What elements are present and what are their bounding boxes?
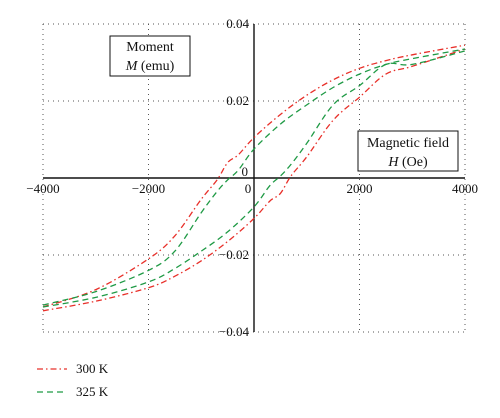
x-axis-label-unit: H (Oe) <box>387 155 428 170</box>
legend-label-300k: 300 K <box>76 361 109 376</box>
x-axis-label-box: Magnetic field H (Oe) <box>357 130 459 172</box>
x-tick-label: −2000 <box>132 181 165 196</box>
y-axis-label-title: Moment <box>126 40 174 55</box>
y-axis-label-box: Moment M (emu) <box>109 35 191 77</box>
x-tick-label: 2000 <box>347 181 373 196</box>
curve-300k-upper-branch <box>42 44 466 308</box>
curve-300k-lower-branch <box>42 48 466 312</box>
legend: 300 K 325 K <box>37 361 109 399</box>
x-tick-label: 4000 <box>452 181 478 196</box>
x-tick-label: 0 <box>245 181 252 196</box>
y-tick-label: −0.02 <box>219 247 249 262</box>
axes <box>43 24 465 332</box>
y-axis-label-unit: M (emu) <box>125 59 175 74</box>
y-tick-label: 0.04 <box>226 16 249 31</box>
y-tick-label: −0.04 <box>219 324 250 339</box>
y-tick-label: 0 <box>242 164 249 179</box>
x-axis-label-title: Magnetic field <box>367 136 449 151</box>
y-tick-label: 0.02 <box>226 93 249 108</box>
curve-325k-lower-branch <box>42 50 466 308</box>
tick-labels: −4000 −2000 0 2000 4000 −0.04 −0.02 0.02 0.04 0 <box>26 16 478 339</box>
series-curves <box>42 44 466 312</box>
x-tick-label: −4000 <box>26 181 59 196</box>
legend-label-325k: 325 K <box>76 384 109 399</box>
